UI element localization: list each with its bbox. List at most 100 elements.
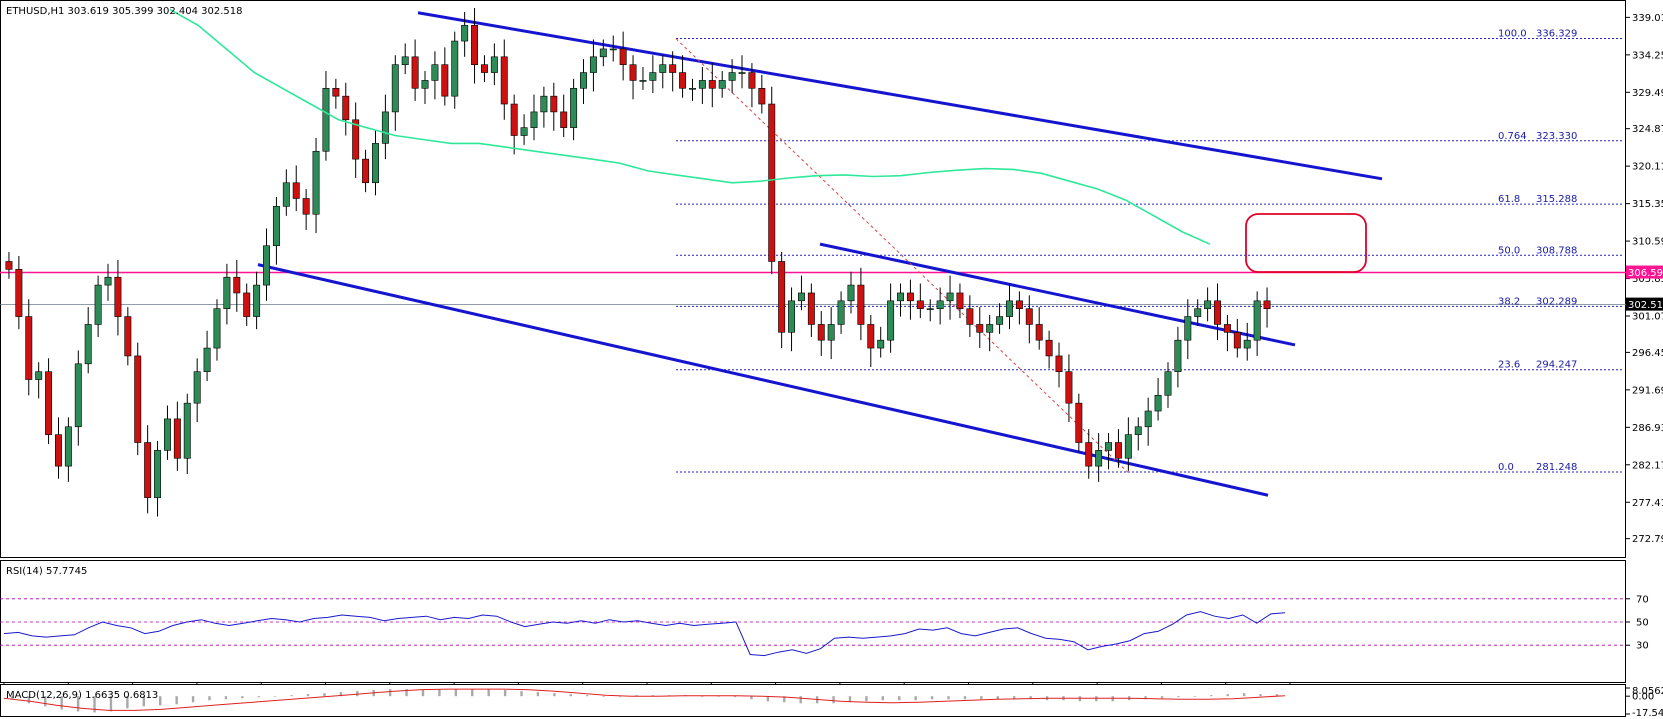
macd-histogram-bar	[27, 696, 31, 704]
bull-candle	[1204, 300, 1212, 309]
price-tick-label: 301.070	[1632, 312, 1663, 323]
macd-histogram-bar	[947, 696, 950, 700]
macd-panel-frame	[0, 684, 1626, 717]
bear-candle	[758, 87, 766, 105]
macd-histogram-bar	[191, 696, 195, 703]
bear-candle	[966, 308, 974, 325]
bear-candle	[5, 261, 13, 270]
bull-candle	[253, 284, 261, 317]
macd-histogram-bar	[76, 696, 80, 712]
macd-histogram-bar	[733, 696, 737, 698]
main-panel-frame	[0, 0, 1626, 558]
macd-histogram-bar	[454, 689, 458, 697]
bull-candle	[728, 72, 736, 81]
fib-level-label: 38.2	[1498, 296, 1520, 307]
bear-candle	[1075, 402, 1083, 443]
current-price-label: 302.518	[1628, 300, 1663, 311]
bull-candle	[1095, 450, 1103, 467]
bull-candle	[1154, 394, 1162, 412]
bear-candle	[25, 316, 33, 380]
bull-candle	[1006, 300, 1013, 317]
macd-histogram-bar	[175, 696, 178, 705]
fib-level-label: 61.8	[1498, 194, 1520, 205]
bull-candle	[1164, 371, 1172, 396]
macd-histogram-bar	[273, 696, 277, 697]
price-tick-label: 320.110	[1632, 162, 1663, 173]
bear-candle	[471, 25, 479, 65]
bear-candle	[500, 56, 508, 105]
macd-histogram-bar	[848, 696, 852, 703]
bull-candle	[580, 72, 587, 89]
bear-candle	[748, 72, 756, 89]
macd-histogram-bar	[1111, 696, 1114, 702]
bull-candle	[1184, 316, 1192, 341]
macd-histogram-bar	[898, 696, 901, 701]
bear-candle	[15, 269, 23, 317]
macd-histogram-bar	[306, 694, 310, 697]
bear-candle	[243, 292, 251, 317]
bull-candle	[847, 284, 855, 302]
bull-candle	[926, 308, 934, 310]
macd-histogram-bar	[865, 696, 868, 702]
macd-histogram-bar	[339, 692, 343, 697]
bull-candle	[272, 206, 280, 247]
fib-level-label: 0.0	[1498, 462, 1514, 473]
macd-histogram-bar	[487, 689, 490, 697]
macd-histogram-bar	[438, 689, 441, 697]
bull-candle	[827, 324, 835, 341]
bear-candle	[669, 64, 677, 73]
bull-candle	[609, 48, 617, 51]
price-tick-label: 310.590	[1632, 237, 1663, 248]
inner-trend-line	[819, 242, 1296, 347]
price-tick-label: 282.170	[1632, 460, 1663, 471]
bull-candle	[788, 300, 796, 333]
fibonacci-layer: 100.0 336.329 0.764 323.330 61.8 315.288 50.0 3…	[676, 28, 1622, 473]
macd-histogram-bar	[1144, 696, 1147, 700]
rsi-tick-label: 50	[1636, 618, 1649, 629]
bear-candle	[1025, 308, 1033, 325]
bear-candle	[906, 292, 914, 302]
rsi-tick-label: 30	[1636, 641, 1649, 652]
bull-candle	[74, 363, 82, 428]
macd-histogram-bar	[635, 695, 638, 697]
price-tick-label: 296.450	[1632, 348, 1663, 359]
bull-candle	[1105, 442, 1113, 451]
macd-tick-label: 0.00	[1632, 692, 1654, 703]
macd-histogram-bar	[257, 696, 260, 698]
bull-candle	[154, 450, 162, 498]
macd-histogram-bar	[1160, 696, 1164, 699]
bull-candle	[946, 292, 954, 302]
fib-level-label: 50.0	[1498, 245, 1520, 256]
bear-candle	[1233, 332, 1241, 349]
bear-candle	[1214, 300, 1221, 325]
macd-histogram-bar	[569, 694, 572, 697]
moving-average-layer	[169, 8, 1211, 245]
bull-candle	[1243, 339, 1251, 349]
bear-candle	[629, 64, 637, 81]
bull-candle	[1194, 308, 1202, 317]
time-axis	[3, 682, 1291, 684]
bull-candle	[1253, 300, 1261, 341]
macd-histogram-bar	[290, 695, 293, 697]
bull-candle	[64, 426, 72, 467]
bull-candle	[451, 40, 459, 97]
bear-candle	[441, 64, 449, 97]
bull-candle	[1124, 434, 1132, 459]
bear-candle	[332, 87, 340, 97]
bull-candle	[520, 127, 528, 136]
macd-histogram-bar	[536, 692, 540, 697]
bear-candle	[480, 64, 488, 73]
macd-histogram-bar	[471, 689, 474, 697]
macd-histogram-bar	[44, 696, 47, 707]
macd-histogram-bar	[750, 696, 753, 700]
macd-histogram-bar	[1259, 694, 1262, 697]
bull-candle	[312, 150, 320, 215]
price-tick-label: 339.010	[1632, 13, 1663, 24]
upper-channel-line	[417, 11, 1383, 181]
rsi-line	[3, 611, 1286, 657]
bear-candle	[1035, 324, 1043, 341]
price-tick-label: 286.930	[1632, 423, 1663, 434]
current-price-box	[1626, 297, 1663, 311]
macd-histogram-bar	[126, 696, 129, 709]
